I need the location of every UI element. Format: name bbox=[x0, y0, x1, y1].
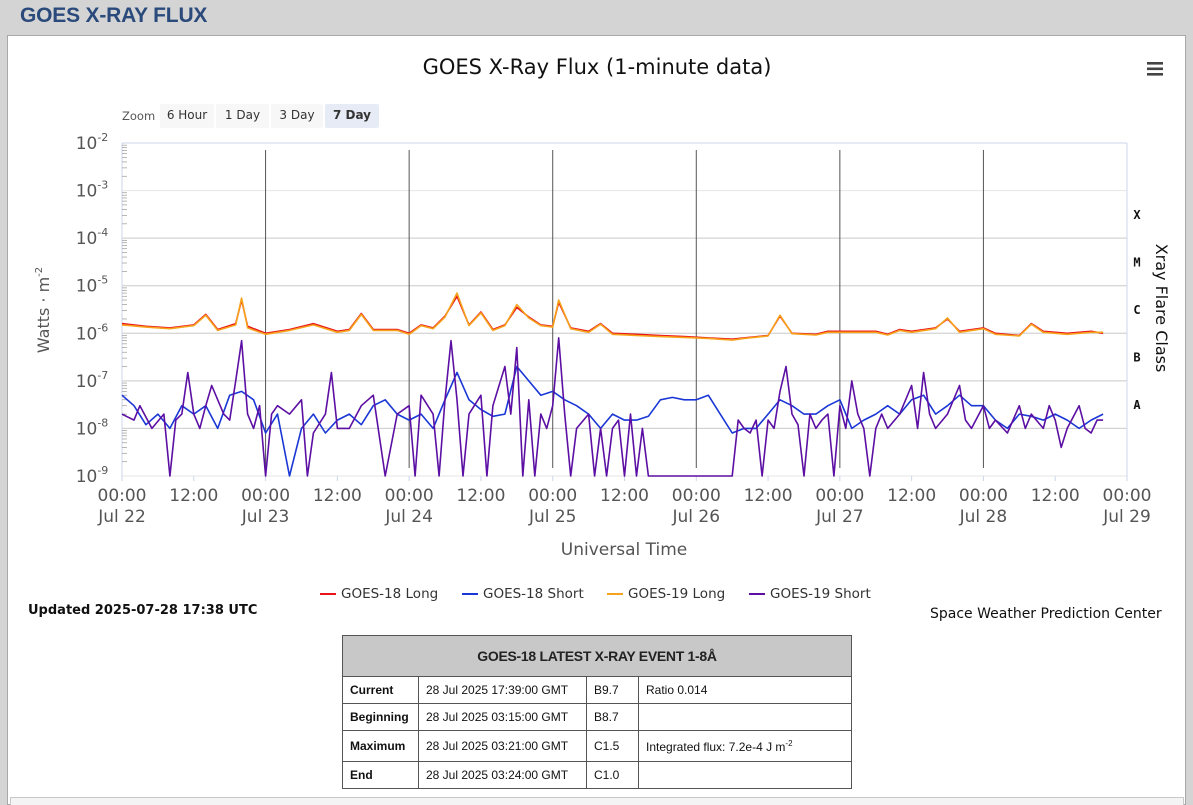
svg-text:GOES-18 Long: GOES-18 Long bbox=[341, 586, 438, 602]
x-tick-date: Jul 23 bbox=[241, 507, 290, 527]
y-tick-label: 10-3 bbox=[76, 179, 109, 202]
x-tick-label: 00:00 bbox=[1103, 486, 1152, 506]
xray-event-table: GOES-18 LATEST X-RAY EVENT 1-8Å Current 2… bbox=[342, 635, 852, 789]
y2-axis-label: Xray Flare Class bbox=[1152, 244, 1171, 373]
page-header: GOES X-RAY FLUX bbox=[0, 0, 1193, 34]
event-class: C1.5 bbox=[586, 730, 639, 762]
x-tick-date: Jul 22 bbox=[97, 507, 146, 527]
event-label: Maximum bbox=[342, 730, 419, 762]
flare-class-label: X bbox=[1133, 208, 1141, 222]
y-tick-label: 10-7 bbox=[76, 369, 109, 392]
y-tick-label: 10-8 bbox=[76, 416, 109, 439]
svg-text:3 Day: 3 Day bbox=[279, 108, 314, 122]
event-note: Integrated flux: 7.2e-4 J m-2 bbox=[638, 730, 852, 762]
zoom-button-3-day[interactable]: 3 Day bbox=[271, 104, 323, 128]
x-tick-label: 00:00 bbox=[528, 486, 577, 506]
series-line-goes-19-short bbox=[121, 337, 1104, 477]
x-tick-label: 12:00 bbox=[600, 486, 649, 506]
event-time: 28 Jul 2025 03:24:00 GMT bbox=[418, 761, 587, 789]
x-tick-label: 00:00 bbox=[959, 486, 1008, 506]
series-line-goes-18-long bbox=[121, 295, 1104, 340]
x-tick-date: Jul 26 bbox=[672, 507, 721, 527]
event-note: Ratio 0.014 bbox=[638, 676, 852, 704]
legend-item-goes-19-long[interactable]: GOES-19 Long bbox=[607, 586, 725, 602]
svg-text:GOES-18 Short: GOES-18 Short bbox=[483, 586, 584, 602]
menu-icon[interactable] bbox=[1145, 60, 1165, 78]
event-label: Beginning bbox=[342, 703, 419, 731]
legend-item-goes-18-long[interactable]: GOES-18 Long bbox=[320, 586, 438, 602]
event-row-end: End 28 Jul 2025 03:24:00 GMT C1.0 bbox=[342, 761, 852, 789]
event-table-header: GOES-18 LATEST X-RAY EVENT 1-8Å bbox=[342, 635, 852, 677]
plot-area: 10-2 10-3 10-4 10-5 10-6 10-7 10-8 10-9 X M C B A 00:… bbox=[76, 131, 1152, 527]
page-title: GOES X-RAY FLUX bbox=[20, 4, 208, 27]
svg-text:GOES-19 Short: GOES-19 Short bbox=[770, 586, 871, 602]
x-tick-label: 12:00 bbox=[744, 486, 793, 506]
x-tick-date: Jul 25 bbox=[528, 507, 577, 527]
flare-class-label: A bbox=[1133, 398, 1141, 412]
event-class: B8.7 bbox=[586, 703, 639, 731]
x-tick-label: 00:00 bbox=[98, 486, 147, 506]
x-tick-label: 00:00 bbox=[815, 486, 864, 506]
legend-item-goes-19-short[interactable]: GOES-19 Short bbox=[749, 586, 871, 602]
event-label: End bbox=[342, 761, 419, 789]
event-time: 28 Jul 2025 17:39:00 GMT bbox=[418, 676, 587, 704]
x-tick-label: 12:00 bbox=[169, 486, 218, 506]
x-axis-label: Universal Time bbox=[561, 540, 687, 560]
x-tick-label: 12:00 bbox=[887, 486, 936, 506]
y-tick-label: 10-4 bbox=[76, 226, 109, 249]
flare-class-label: B bbox=[1133, 350, 1140, 364]
x-tick-label: 00:00 bbox=[672, 486, 721, 506]
x-tick-label: 12:00 bbox=[1031, 486, 1080, 506]
y-tick-label: 10-9 bbox=[76, 464, 109, 487]
x-tick-date: Jul 27 bbox=[815, 507, 864, 527]
bottom-strip bbox=[10, 797, 1184, 805]
zoom-button-6-hour[interactable]: 6 Hour bbox=[160, 104, 214, 128]
flare-class-label: M bbox=[1133, 255, 1140, 269]
y-tick-label: 10-5 bbox=[76, 274, 109, 297]
x-tick-date: Jul 24 bbox=[384, 507, 433, 527]
chart-title: GOES X-Ray Flux (1-minute data) bbox=[423, 55, 772, 79]
event-class: C1.0 bbox=[586, 761, 639, 789]
x-tick-label: 12:00 bbox=[313, 486, 362, 506]
event-class: B9.7 bbox=[586, 676, 639, 704]
svg-text:7 Day: 7 Day bbox=[333, 108, 371, 122]
legend-item-goes-18-short[interactable]: GOES-18 Short bbox=[462, 586, 584, 602]
x-tick-label: 12:00 bbox=[456, 486, 505, 506]
zoom-button-1-day[interactable]: 1 Day bbox=[216, 104, 269, 128]
event-time: 28 Jul 2025 03:21:00 GMT bbox=[418, 730, 587, 762]
svg-text:1 Day: 1 Day bbox=[225, 108, 260, 122]
event-row-maximum: Maximum 28 Jul 2025 03:21:00 GMT C1.5 Integ… bbox=[342, 730, 852, 762]
svg-text:GOES-19 Long: GOES-19 Long bbox=[628, 586, 725, 602]
zoom-button-7-day[interactable]: 7 Day bbox=[325, 104, 379, 128]
series-line-goes-19-long bbox=[121, 292, 1104, 341]
y-tick-label: 10-2 bbox=[76, 131, 109, 154]
event-note bbox=[638, 703, 852, 731]
credit-text: Space Weather Prediction Center bbox=[930, 606, 1162, 622]
event-label: Current bbox=[342, 676, 419, 704]
x-tick-date: Jul 28 bbox=[959, 507, 1008, 527]
event-row-current: Current 28 Jul 2025 17:39:00 GMT B9.7 Ratio… bbox=[342, 676, 852, 704]
updated-timestamp: Updated 2025-07-28 17:38 UTC bbox=[28, 603, 258, 618]
legend: GOES-18 Long GOES-18 Short GOES-19 Long GOE… bbox=[320, 586, 871, 602]
series-line-goes-18-short bbox=[121, 365, 1104, 477]
svg-text:6 Hour: 6 Hour bbox=[167, 108, 207, 122]
y-axis-label: Watts · m-2 bbox=[34, 267, 53, 353]
zoom-label: Zoom bbox=[122, 109, 155, 123]
event-row-beginning: Beginning 28 Jul 2025 03:15:00 GMT B8.7 bbox=[342, 703, 852, 731]
event-note bbox=[638, 761, 852, 789]
y-tick-label: 10-6 bbox=[76, 321, 109, 344]
x-tick-label: 00:00 bbox=[241, 486, 290, 506]
x-tick-date: Jul 29 bbox=[1102, 507, 1151, 527]
event-time: 28 Jul 2025 03:15:00 GMT bbox=[418, 703, 587, 731]
x-tick-label: 00:00 bbox=[385, 486, 434, 506]
flare-class-label: C bbox=[1133, 303, 1140, 317]
